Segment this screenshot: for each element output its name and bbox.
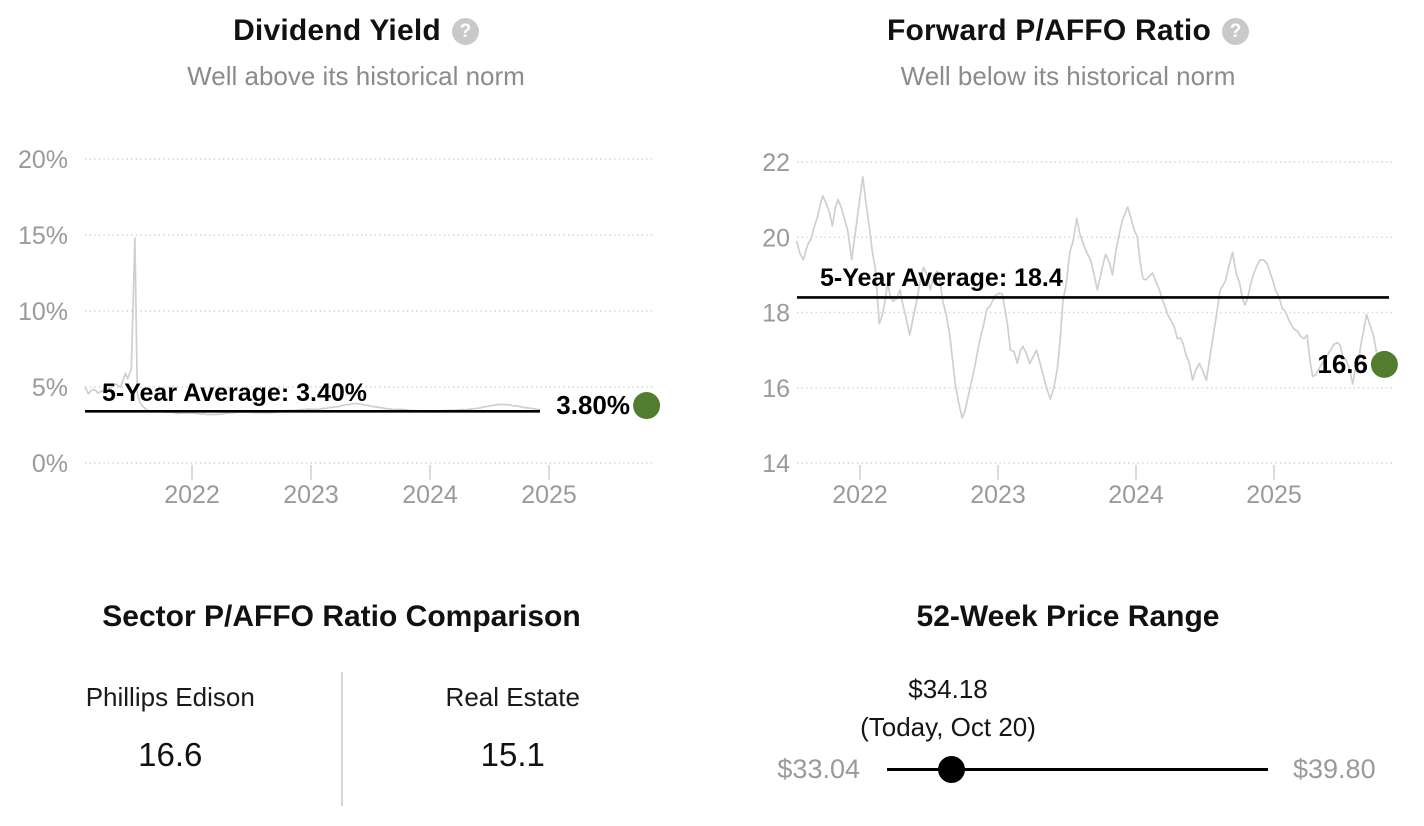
company-paffo-value: 16.6 [138,736,203,773]
dividend-yield-chart: 20% 15% 10% 5% 0% 2022 2023 2024 2025 5-Year Aver… [18,146,661,509]
company-label: Phillips Edison [85,682,255,712]
range-max-label: $39.80 [1293,754,1376,784]
current-price: $34.18 [908,674,988,704]
dividend-yield-title: Dividend Yield [233,14,441,47]
price-range-handle [938,756,965,783]
current-price-annotation: $34.18 (Today, Oct 20) [860,670,1036,746]
current-value-label: 16.6 [1317,349,1368,379]
y-axis-label: 18 [762,300,790,328]
average-label: 5-Year Average: 18.4 [820,264,1063,292]
price-range-panel: 52-Week Price Range $34.18 (Today, Oct 2… [712,588,1424,826]
history-series-line [795,176,1385,419]
x-axis-label: 2024 [402,481,458,509]
dividend-yield-subtitle: Well above its historical norm [187,61,525,91]
sector-cell-real-estate: Real Estate 15.1 [343,672,684,812]
y-axis-label: 14 [762,450,790,478]
price-range-title: 52-Week Price Range [916,600,1220,633]
help-icon[interactable]: ? [451,17,479,45]
x-axis-label: 2025 [1246,481,1302,509]
y-axis-label: 20% [18,146,68,174]
y-axis-label: 20 [762,224,790,252]
x-axis-label: 2025 [521,481,577,509]
x-axis-label: 2024 [1108,481,1164,509]
average-label: 5-Year Average: 3.40% [102,379,367,407]
paffo-ratio-chart: 22 20 18 16 14 2022 2023 2024 2025 5-Year Average… [762,149,1398,509]
current-price-date: (Today, Oct 20) [860,712,1036,742]
sector-paffo-value: 15.1 [480,736,545,773]
y-axis-label: 22 [762,149,790,177]
x-axis-label: 2022 [832,481,888,509]
paffo-ratio-subtitle: Well below its historical norm [900,61,1236,91]
x-axis-label: 2022 [164,481,220,509]
vertical-divider [340,672,343,806]
y-axis-label: 0% [32,450,68,478]
current-label-bg [540,392,636,422]
range-min-label: $33.04 [777,754,860,784]
sector-comparison-row: Phillips Edison 16.6 Real Estate 15.1 [0,672,683,812]
y-axis-label: 16 [762,375,790,403]
paffo-ratio-header: Forward P/AFFO Ratio ? Well below its hi… [712,14,1424,92]
sector-comparison-title: Sector P/AFFO Ratio Comparison [102,600,581,633]
help-icon[interactable]: ? [1222,17,1249,45]
sector-label: Real Estate [445,682,580,712]
dividend-yield-header: Dividend Yield ? Well above its historic… [0,14,712,92]
y-axis-label: 10% [18,298,68,326]
y-axis-label: 5% [32,374,68,402]
y-axis-label: 15% [18,222,68,250]
current-value-label: 3.80% [556,390,630,420]
x-axis-label: 2023 [283,481,339,509]
paffo-ratio-title: Forward P/AFFO Ratio [886,14,1211,47]
current-value-dot [1370,350,1398,378]
sector-comparison-panel: Sector P/AFFO Ratio Comparison Phillips … [0,588,712,826]
price-range-track [887,768,1268,771]
sector-cell-phillips-edison: Phillips Edison 16.6 [0,672,341,812]
x-axis-label: 2023 [970,481,1026,509]
current-value-dot [633,392,661,420]
